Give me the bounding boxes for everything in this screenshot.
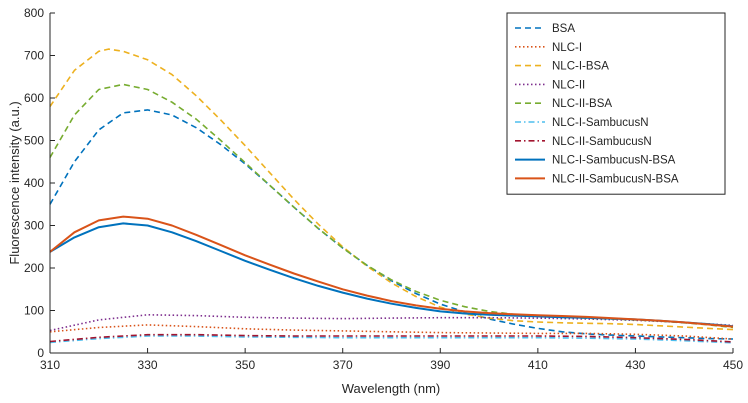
series-line-1 [49, 109, 734, 340]
legend-label: NLC-I [552, 42, 582, 54]
y-tick-label: 600 [24, 91, 44, 105]
y-tick-label: 300 [24, 219, 44, 233]
legend-label: NLC-II-SambucusN-BSA [552, 173, 679, 185]
x-axis-ticks: 310 330 350 370 390 410 430 450 [40, 348, 743, 372]
series-line-3 [49, 48, 734, 331]
x-tick-label: 370 [333, 358, 353, 372]
legend-label: NLC-I-SambucusN-BSA [552, 155, 676, 167]
legend-label: NLC-I-SambucusN [552, 117, 649, 129]
x-tick-label: 350 [235, 358, 255, 372]
legend-box [506, 12, 726, 195]
x-axis-title: Wavelength (nm) [342, 381, 441, 396]
legend-label: NLC-II-BSA [552, 98, 612, 110]
series-line-7 [49, 333, 734, 343]
y-tick-label: 700 [24, 49, 44, 63]
y-tick-label: 100 [24, 304, 44, 318]
x-tick-label: 390 [430, 358, 450, 372]
legend-label: BSA [552, 23, 575, 35]
y-tick-label: 800 [24, 6, 44, 20]
y-tick-label: 0 [37, 346, 44, 360]
series-line-5 [49, 83, 734, 329]
series-line-9 [49, 215, 734, 328]
x-tick-label: 450 [723, 358, 743, 372]
legend-label: NLC-II-SambucusN [552, 136, 652, 148]
x-tick-label: 410 [528, 358, 548, 372]
y-tick-label: 200 [24, 261, 44, 275]
y-axis-ticks: 0 100 200 300 400 500 600 700 800 [24, 6, 55, 360]
y-tick-label: 400 [24, 176, 44, 190]
legend-label: NLC-I-BSA [552, 61, 609, 73]
y-axis-title: Fluorescence intensity (a.u.) [7, 101, 22, 264]
series-layer [49, 48, 734, 344]
y-tick-label: 500 [24, 134, 44, 148]
x-tick-label: 310 [40, 358, 60, 372]
x-tick-label: 430 [625, 358, 645, 372]
legend-label: NLC-II [552, 79, 585, 91]
legend: BSA NLC-I NLC-I-BSA NLC-II NLC-II-BSA NLC-I-S… [506, 12, 726, 195]
x-tick-label: 330 [138, 358, 158, 372]
series-line-6 [49, 335, 734, 344]
